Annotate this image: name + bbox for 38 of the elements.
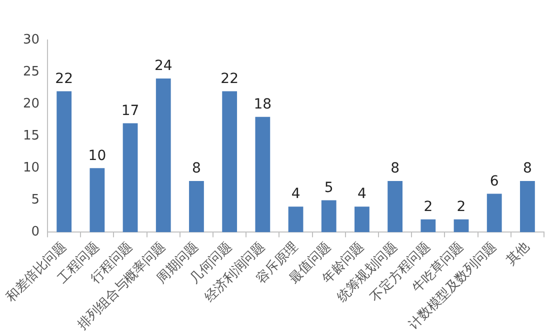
data-label: 24 bbox=[154, 58, 172, 74]
x-tick-label: 其他 bbox=[504, 239, 533, 268]
data-label: 10 bbox=[88, 148, 106, 164]
bar bbox=[222, 91, 238, 232]
data-label: 8 bbox=[192, 160, 201, 177]
data-label: 2 bbox=[456, 199, 466, 216]
bar bbox=[454, 219, 469, 232]
y-tick-label: 30 bbox=[22, 32, 40, 48]
bar bbox=[56, 91, 72, 232]
data-label: 17 bbox=[121, 102, 140, 119]
data-label: 22 bbox=[55, 70, 74, 87]
y-tick-label: 20 bbox=[22, 96, 40, 112]
bar bbox=[520, 180, 535, 232]
data-label: 18 bbox=[254, 96, 272, 113]
bar bbox=[156, 78, 171, 232]
bar bbox=[486, 194, 502, 232]
bar bbox=[90, 168, 105, 232]
data-label: 2 bbox=[424, 199, 433, 216]
data-label: 8 bbox=[522, 160, 532, 177]
bar bbox=[354, 206, 370, 232]
y-tick-label: 5 bbox=[31, 192, 40, 208]
bar bbox=[288, 206, 304, 232]
y-tick-label: 25 bbox=[22, 64, 40, 80]
bar bbox=[321, 200, 336, 232]
data-label: 5 bbox=[324, 180, 334, 196]
bar bbox=[122, 123, 138, 232]
data-label: 8 bbox=[390, 160, 400, 177]
bar bbox=[388, 180, 403, 232]
bar bbox=[255, 116, 270, 232]
data-label: 4 bbox=[358, 186, 367, 202]
data-label: 6 bbox=[490, 173, 499, 190]
bar bbox=[420, 219, 436, 232]
y-tick-label: 15 bbox=[22, 128, 40, 144]
y-tick-label: 10 bbox=[22, 160, 40, 176]
y-tick-label: 0 bbox=[31, 224, 40, 240]
data-label: 4 bbox=[291, 186, 300, 202]
data-label: 22 bbox=[220, 70, 238, 87]
bar bbox=[189, 180, 204, 232]
